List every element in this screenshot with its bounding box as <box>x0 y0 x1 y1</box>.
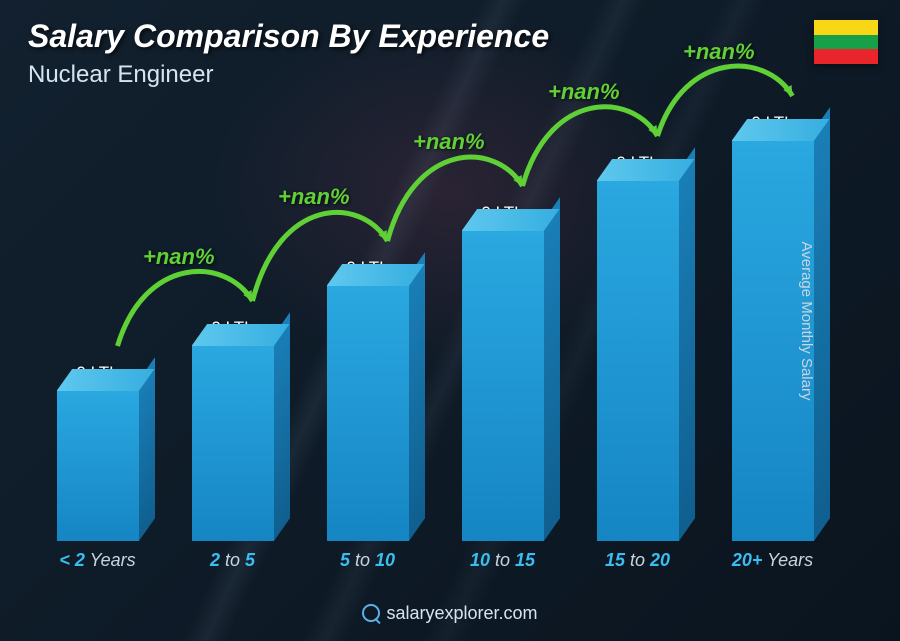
page-title: Salary Comparison By Experience <box>28 18 549 55</box>
magnifier-icon <box>362 604 380 622</box>
growth-arc <box>388 157 523 241</box>
growth-arcs <box>30 120 840 571</box>
footer-logo: salaryexplorer.com <box>362 603 537 624</box>
growth-arc <box>253 212 388 301</box>
flag-stripe-1 <box>814 20 878 35</box>
growth-arc <box>118 271 253 346</box>
header: Salary Comparison By Experience Nuclear … <box>28 18 549 89</box>
growth-label: +nan% <box>683 39 755 65</box>
growth-label: +nan% <box>278 184 350 210</box>
growth-label: +nan% <box>143 244 215 270</box>
growth-label: +nan% <box>413 129 485 155</box>
flag-stripe-3 <box>814 49 878 64</box>
y-axis-label: Average Monthly Salary <box>798 241 815 400</box>
country-flag <box>814 20 878 64</box>
flag-stripe-2 <box>814 35 878 50</box>
footer: salaryexplorer.com <box>0 603 900 628</box>
chart: 0 LTL0 LTL0 LTL0 LTL0 LTL0 LTL < 2 Years… <box>30 120 840 571</box>
footer-text: salaryexplorer.com <box>386 603 537 624</box>
growth-label: +nan% <box>548 79 620 105</box>
page-subtitle: Nuclear Engineer <box>28 61 549 89</box>
